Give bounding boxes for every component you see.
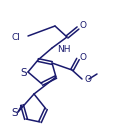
Text: S: S	[12, 108, 18, 118]
Text: O: O	[84, 75, 91, 84]
Text: Cl: Cl	[11, 33, 20, 42]
Text: NH: NH	[56, 44, 70, 54]
Text: O: O	[79, 52, 86, 62]
Text: O: O	[79, 22, 86, 30]
Text: S: S	[20, 68, 27, 78]
